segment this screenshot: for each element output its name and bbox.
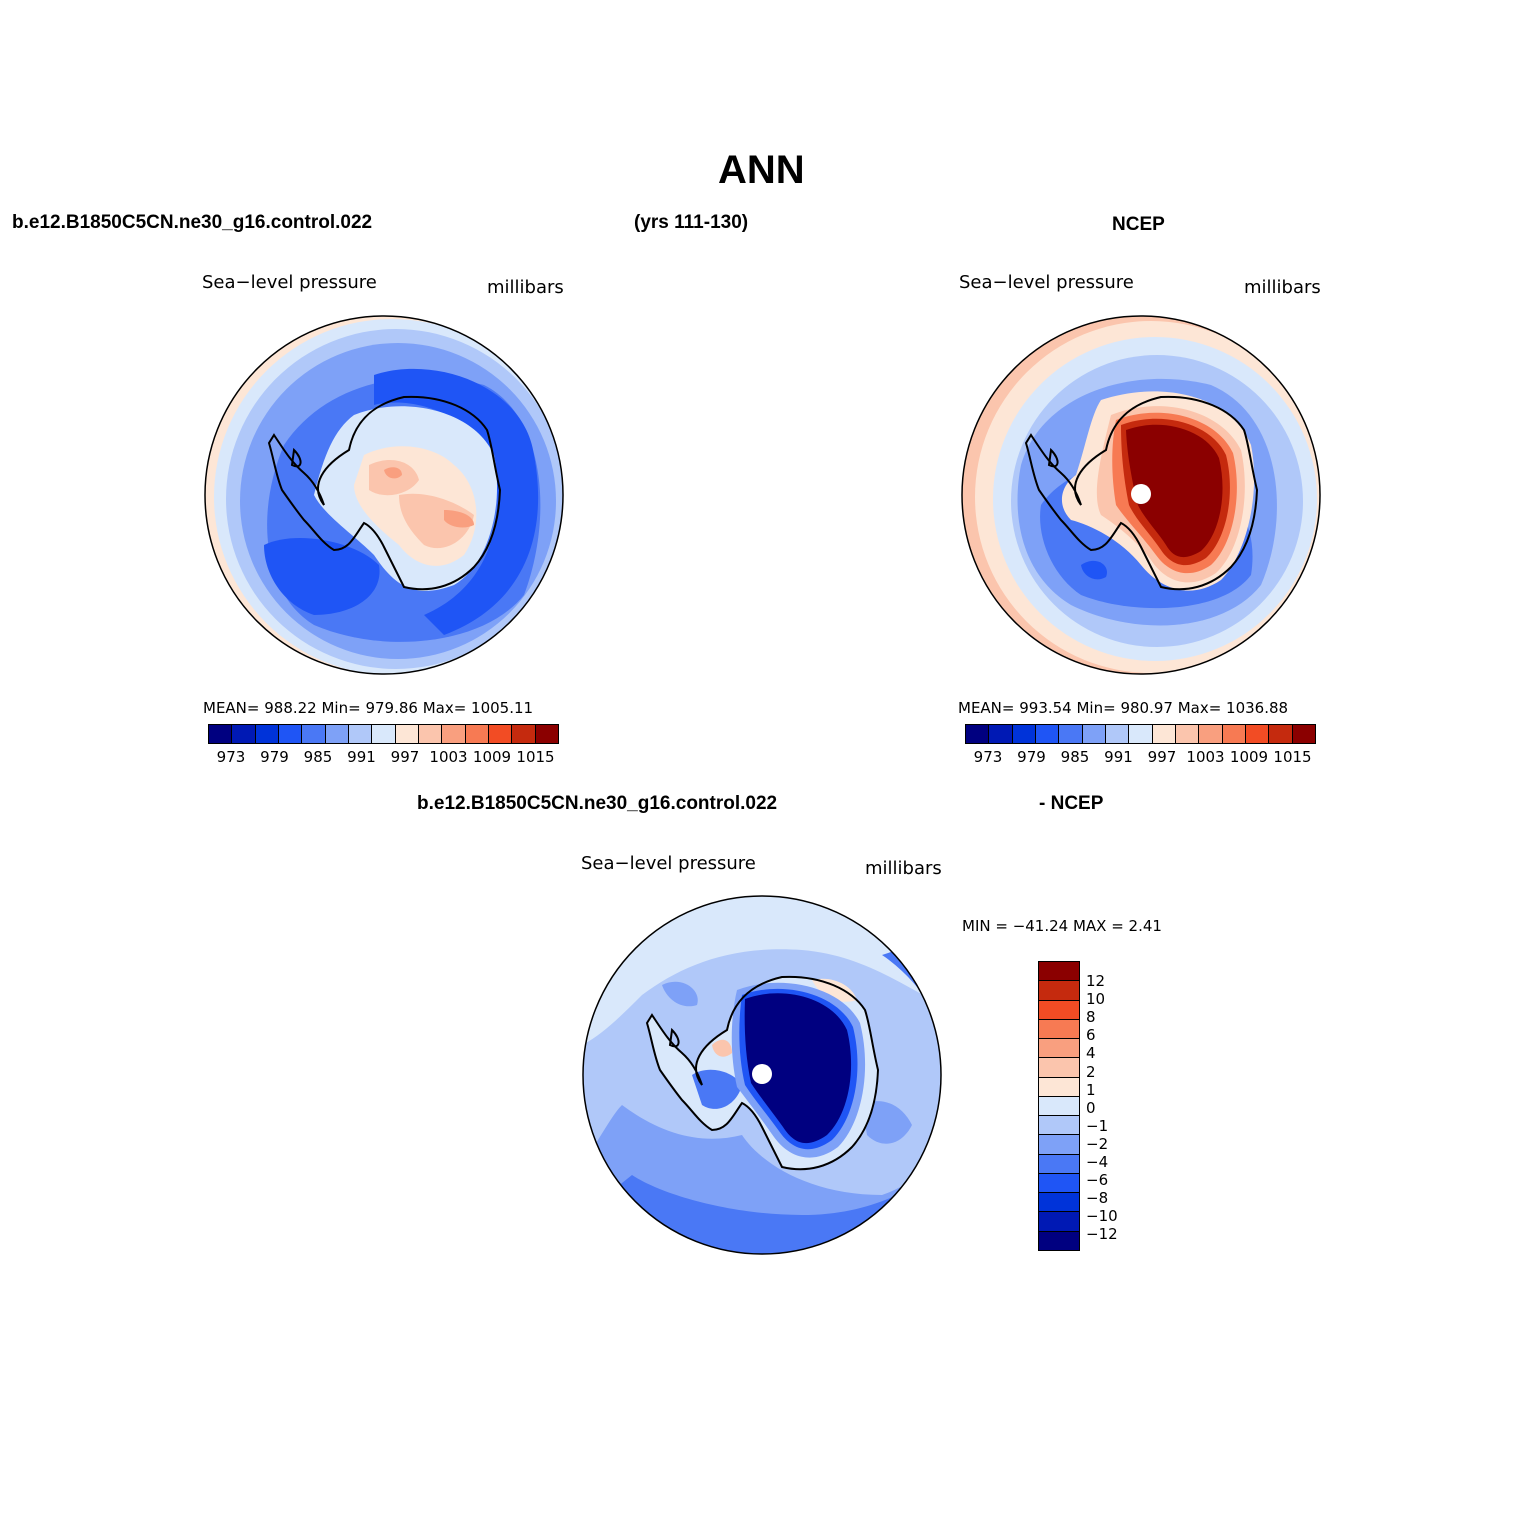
colorbar-tick-label: 973: [973, 748, 1003, 766]
colorbar-swatch: [372, 725, 396, 743]
colorbar-swatch: [1035, 725, 1060, 743]
colorbar-swatch: [1039, 1096, 1079, 1117]
panel1-units-label: millibars: [487, 277, 564, 298]
panel3-units-label: millibars: [865, 858, 942, 879]
colorbar-tick-label: 0: [1086, 1098, 1096, 1117]
colorbar-swatch: [465, 725, 489, 743]
colorbar-swatch: [1039, 1039, 1079, 1059]
colorbar-swatch: [1039, 1077, 1079, 1097]
colorbar-swatch: [1039, 1231, 1079, 1250]
colorbar-swatch: [1039, 981, 1079, 1001]
panel1-stats: MEAN= 988.22 Min= 979.86 Max= 1005.11: [203, 699, 534, 717]
colorbar-tick-label: −4: [1086, 1153, 1109, 1171]
colorbar-tick-label: 4: [1086, 1044, 1096, 1063]
colorbar-tick-label: 991: [347, 748, 376, 766]
colorbar-swatch: [302, 725, 326, 743]
panel2-variable-label: Sea−level pressure: [959, 272, 1134, 293]
colorbar-tick-label: 979: [260, 748, 289, 766]
colorbar-tick-label: −1: [1086, 1116, 1109, 1135]
panel1-colorbar: [208, 724, 559, 744]
colorbar-swatch: [1039, 1154, 1079, 1174]
colorbar-tick-label: 10: [1086, 990, 1106, 1009]
colorbar-tick-label: −2: [1086, 1134, 1109, 1153]
colorbar-swatch: [1012, 725, 1036, 743]
panel2-stats: MEAN= 993.54 Min= 980.97 Max= 1036.88: [958, 699, 1289, 717]
panel3-variable-label: Sea−level pressure: [581, 853, 756, 874]
panel3-colorbar: [1038, 961, 1080, 1251]
colorbar-swatch: [1039, 1019, 1079, 1040]
colorbar-swatch: [1292, 725, 1315, 743]
colorbar-tick-label: 985: [1060, 748, 1090, 766]
colorbar-tick-label: 12: [1086, 972, 1106, 990]
figure-title: ANN: [718, 148, 805, 192]
colorbar-swatch: [1039, 1135, 1079, 1155]
case-name-header: b.e12.B1850C5CN.ne30_g16.control.022: [12, 212, 373, 233]
diff-case-header: b.e12.B1850C5CN.ne30_g16.control.022: [417, 793, 778, 814]
colorbar-swatch: [348, 725, 373, 743]
panel3-stats: MIN = −41.24 MAX = 2.41: [962, 917, 1162, 935]
colorbar-tick-label: 997: [390, 748, 420, 766]
colorbar-swatch: [1082, 725, 1106, 743]
colorbar-swatch: [1039, 1212, 1079, 1232]
colorbar-tick-label: −8: [1086, 1189, 1109, 1208]
colorbar-tick-label: 2: [1086, 1062, 1096, 1081]
colorbar-swatch: [418, 725, 443, 743]
colorbar-tick-label: −6: [1086, 1171, 1109, 1190]
obs-name-header: NCEP: [1112, 214, 1165, 235]
colorbar-swatch: [1105, 725, 1130, 743]
colorbar-swatch: [966, 725, 990, 743]
panel3-polar-map: [582, 895, 942, 1255]
colorbar-tick-label: 979: [1017, 748, 1046, 766]
colorbar-swatch: [1199, 725, 1223, 743]
colorbar-swatch: [1152, 725, 1176, 743]
colorbar-swatch: [1039, 1193, 1079, 1213]
colorbar-swatch: [535, 725, 558, 743]
colorbar-tick-label: 1003: [1186, 748, 1225, 766]
colorbar-swatch: [232, 725, 256, 743]
colorbar-swatch: [1222, 725, 1246, 743]
colorbar-swatch: [395, 725, 419, 743]
colorbar-swatch: [1175, 725, 1200, 743]
colorbar-swatch: [512, 725, 536, 743]
colorbar-swatch: [442, 725, 466, 743]
panel1-variable-label: Sea−level pressure: [202, 272, 377, 293]
colorbar-tick-label: 1015: [516, 748, 555, 766]
colorbar-swatch: [1039, 962, 1079, 982]
colorbar-swatch: [255, 725, 279, 743]
colorbar-swatch: [1039, 1173, 1079, 1194]
panel2-units-label: millibars: [1244, 277, 1321, 298]
colorbar-swatch: [1039, 1058, 1079, 1078]
colorbar-tick-label: 991: [1104, 748, 1133, 766]
colorbar-swatch: [278, 725, 303, 743]
colorbar-tick-label: 6: [1086, 1026, 1096, 1045]
colorbar-swatch: [1245, 725, 1270, 743]
panel2-colorbar: [965, 724, 1316, 744]
colorbar-swatch: [325, 725, 349, 743]
colorbar-tick-label: 985: [303, 748, 333, 766]
colorbar-tick-label: 1003: [429, 748, 468, 766]
colorbar-swatch: [1039, 1116, 1079, 1136]
colorbar-tick-label: 973: [216, 748, 246, 766]
colorbar-tick-label: −10: [1086, 1207, 1118, 1226]
colorbar-tick-label: −12: [1086, 1225, 1118, 1244]
colorbar-swatch: [1129, 725, 1153, 743]
colorbar-swatch: [209, 725, 233, 743]
panel1-polar-map: [204, 315, 564, 675]
panel2-polar-map: [961, 315, 1321, 675]
colorbar-swatch: [488, 725, 513, 743]
diff-obs-header: - NCEP: [1039, 793, 1104, 814]
years-header: (yrs 111-130): [634, 212, 749, 233]
colorbar-tick-label: 997: [1147, 748, 1177, 766]
colorbar-swatch: [1059, 725, 1083, 743]
colorbar-swatch: [1039, 1000, 1079, 1020]
colorbar-tick-label: 8: [1086, 1008, 1096, 1027]
colorbar-tick-label: 1: [1086, 1080, 1096, 1099]
colorbar-swatch: [1269, 725, 1293, 743]
colorbar-tick-label: 1009: [1229, 748, 1269, 766]
colorbar-tick-label: 1009: [472, 748, 512, 766]
colorbar-swatch: [989, 725, 1013, 743]
colorbar-tick-label: 1015: [1273, 748, 1312, 766]
